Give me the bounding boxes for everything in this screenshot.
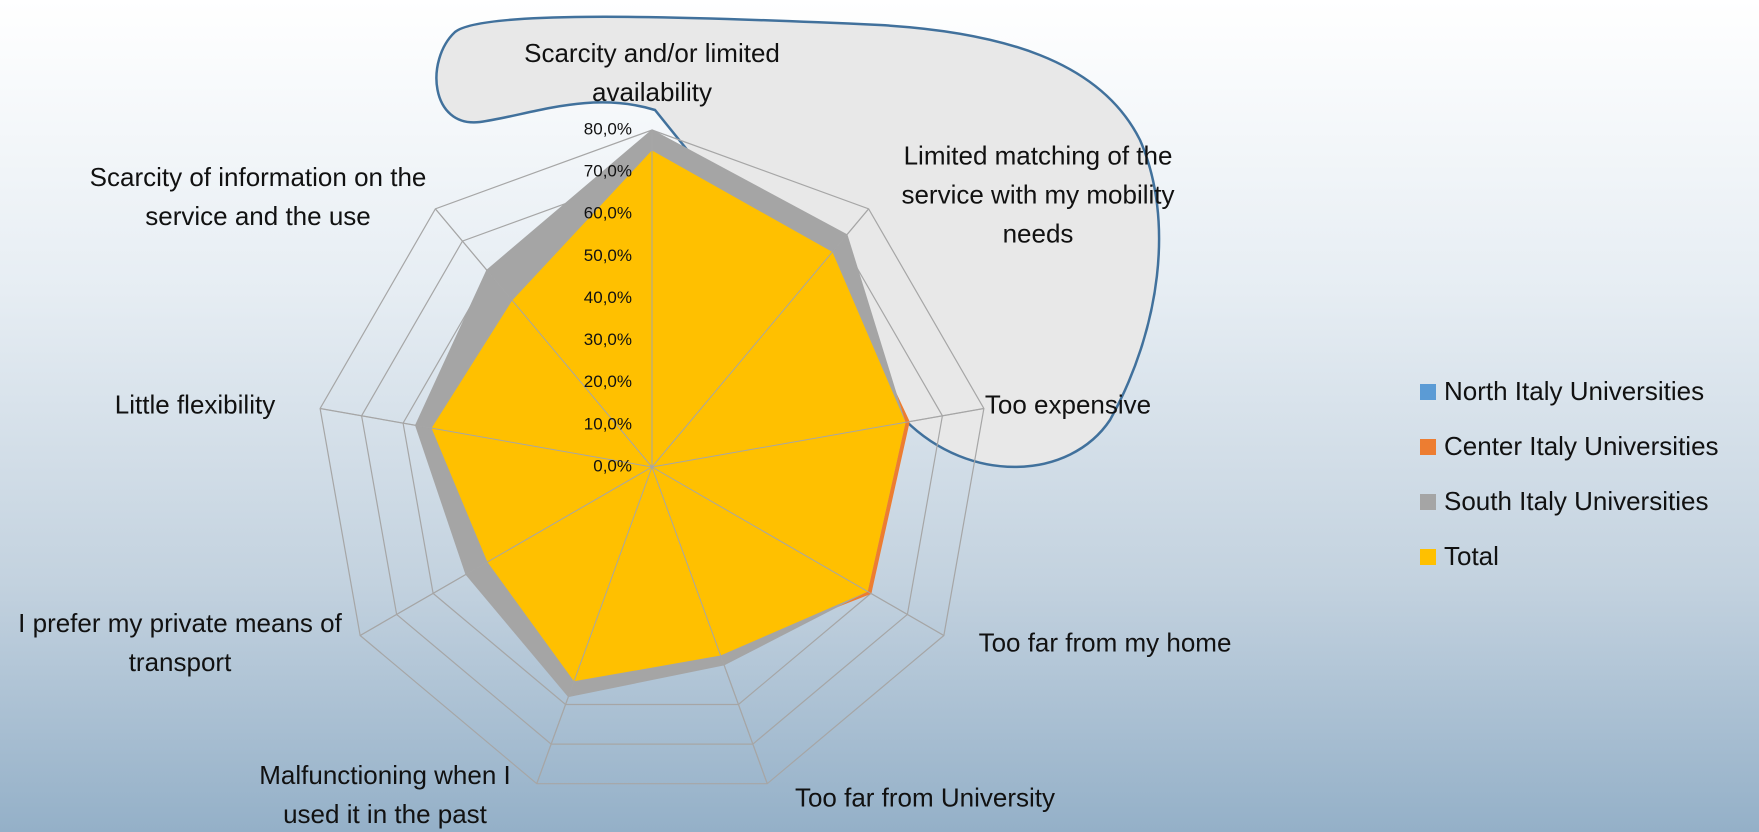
category-label: I prefer my private means of transport [18,608,342,677]
legend-item: Center Italy Universities [1420,419,1719,474]
category-label: Too expensive [984,389,1152,420]
legend-swatch [1420,548,1436,565]
spoke [434,208,653,468]
legend-swatch [1420,493,1436,510]
spoke [651,466,768,784]
tick-label: 70,0% [584,162,632,181]
legend-swatch [1420,438,1436,455]
category-label: Limited matching of the service with my … [901,140,1175,249]
spoke [651,208,870,468]
tick-label: 80,0% [584,119,632,138]
category-label: Scarcity of information on the service a… [89,162,427,231]
tick-label: 30,0% [584,330,632,349]
spoke [320,407,653,468]
spoke [651,466,945,636]
spoke [359,466,653,636]
legend-label: Total [1444,541,1499,571]
category-label: Scarcity and/or limited availability [524,38,780,107]
legend-item: Total [1420,529,1719,584]
legend-item: South Italy Universities [1420,474,1719,529]
tick-label: 60,0% [584,204,632,223]
category-label: Too far from University [794,782,1056,813]
series-area [431,150,906,682]
grid-ring [319,129,985,785]
category-label: Malfunctioning when I used it in the pas… [259,760,511,829]
spoke [536,466,653,784]
category-label: Too far from my home [978,627,1232,658]
category-label: Little flexibility [114,389,276,420]
ticks: 0,0% 10,0% 20,0% 30,0% 40,0% 50,0% 60,0% 70,0% 8… [584,119,632,475]
legend-label: South Italy Universities [1444,486,1709,516]
legend-swatch [1420,383,1436,400]
grid-ring [360,171,944,745]
tick-label: 10,0% [584,414,632,433]
spoke [651,407,984,468]
tick-label: 50,0% [584,246,632,265]
legend-item: North Italy Universities [1420,364,1719,419]
tick-label: 40,0% [584,288,632,307]
legend: North Italy Universities Center Italy Uni… [1420,364,1719,584]
tick-label: 0,0% [593,456,632,475]
legend-label: North Italy Universities [1444,376,1705,406]
tick-label: 20,0% [584,372,632,391]
areas [320,129,984,784]
legend-label: Center Italy Universities [1444,431,1719,461]
